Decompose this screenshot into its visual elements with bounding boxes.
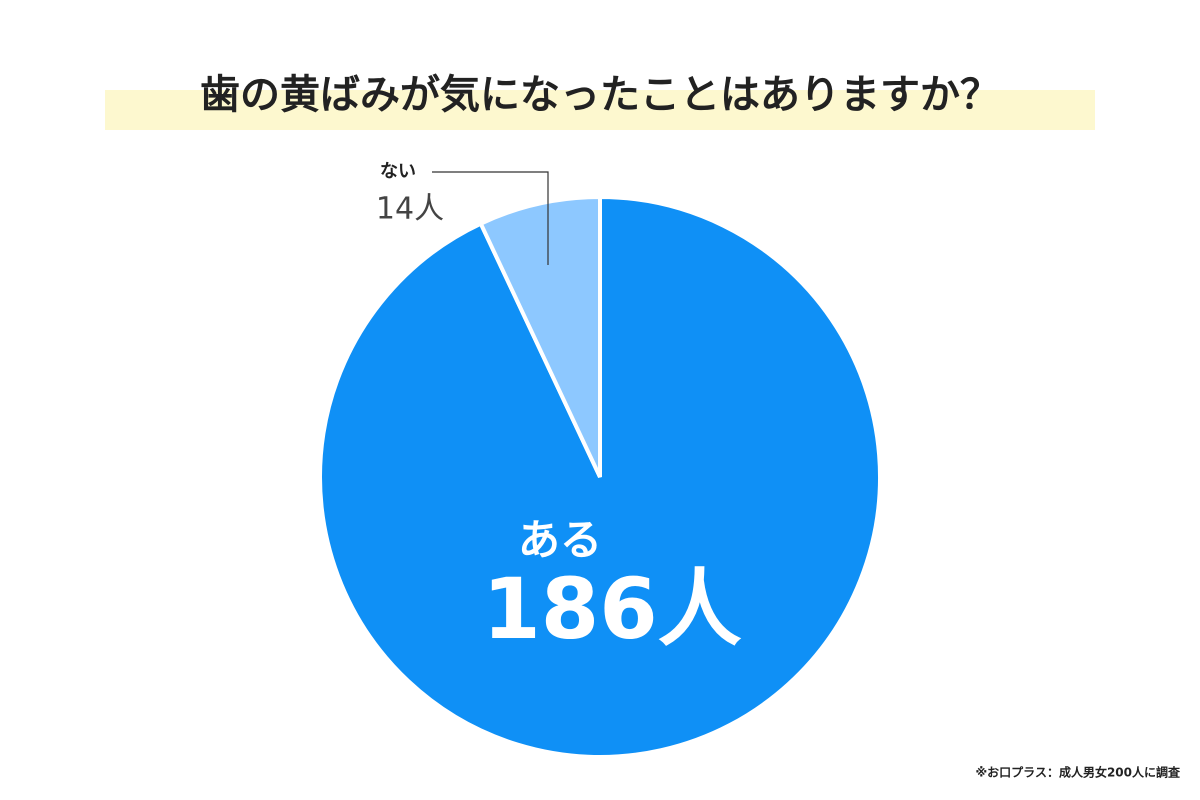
value-label: 14人 xyxy=(376,192,444,227)
value-label: 186人 xyxy=(482,560,741,658)
leader-line xyxy=(432,171,549,265)
source-note: ※お口プラス：成人男女200人に調査 xyxy=(976,765,1181,780)
slice-label: ない xyxy=(380,161,416,182)
pie-slice xyxy=(318,194,882,759)
slice-label: ある xyxy=(518,516,602,565)
pie-slice xyxy=(478,194,602,478)
chart-title: 歯の黄ばみが気になったことはありますか？ xyxy=(200,72,1000,118)
title-highlight xyxy=(105,90,1095,130)
